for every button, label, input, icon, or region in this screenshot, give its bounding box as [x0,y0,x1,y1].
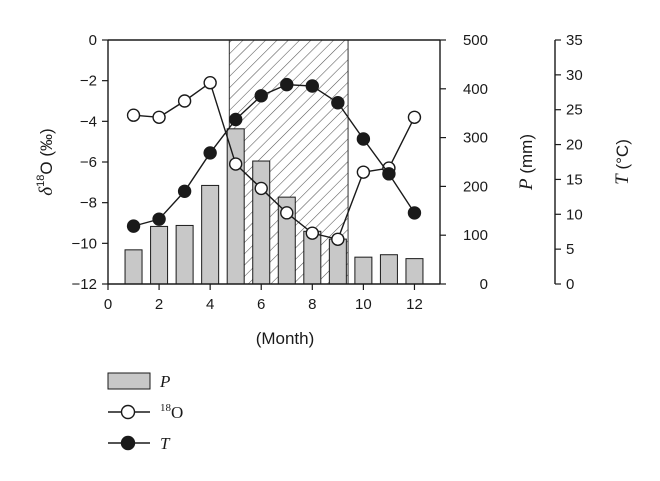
x-tick-label: 0 [104,296,112,313]
y-temp-tick-label: 20 [566,137,583,154]
y-precip-tick-label: 400 [463,81,488,98]
y-temp-tick-label: 10 [566,206,583,223]
y-temp-tick-label: 15 [566,171,583,188]
precip-bar [226,128,245,285]
legend: P 18O T [107,372,183,453]
precip-bar [201,184,220,285]
y-axis-label-precip-var: P [516,178,537,191]
legend-entry-p: P [107,372,170,391]
y-precip-tick-label: 100 [463,227,488,244]
y-precip-tick-label: 500 [463,32,488,49]
y-temp-tick-label: 0 [566,276,574,293]
precipitation-bars [124,128,424,285]
point-18o [177,94,192,108]
point-t [126,219,141,233]
y-axis-label-d18o: δ18O (‰) [35,128,57,195]
point-18o [407,110,422,124]
y-axis-label-d18o-rest: O (‰) [37,128,56,174]
y-axis-label-temp-unit: (°C) [613,139,632,174]
point-t [280,77,294,92]
point-t [382,167,396,181]
y-temp-tick-label: 25 [566,102,583,119]
point-t [228,112,243,127]
precip-bar [405,258,424,285]
legend-marker-open-circle [120,404,136,420]
y-left-tick-label: −8 [80,195,97,212]
point-18o [203,75,217,90]
x-tick-label: 6 [257,296,265,313]
y-left-tick-label: −12 [72,276,97,293]
y-axis-label-precip-unit: (mm) [517,134,536,178]
y-axis-label-d18o-sup: 18 [35,175,47,187]
legend-label-18o: 18O [160,402,183,422]
y-precip-tick-label: 200 [463,178,488,195]
y-left-tick-label: −4 [80,113,97,130]
precip-bar [124,249,143,285]
point-t [203,146,217,160]
precip-bar [354,256,373,285]
y-left-tick-label: −6 [80,154,97,171]
point-t [254,89,268,103]
point-18o [228,157,243,171]
point-t [305,79,320,93]
x-tick-label: 8 [308,296,316,313]
point-18o [254,181,268,196]
precip-bar [379,254,398,285]
point-18o [356,165,371,179]
point-18o [280,206,294,220]
point-t [331,96,345,110]
x-tick-label: 10 [355,296,372,313]
y-axis-label-temp: T (°C) [612,139,633,185]
y-axis-label-temp-var: T [612,173,633,185]
precip-bar [175,224,194,285]
point-18o [305,226,320,240]
legend-swatch-bar [107,372,151,390]
legend-entry-18o: 18O [108,402,183,422]
y-temp-tick-label: 35 [566,32,583,49]
point-t [356,132,371,146]
legend-label-18o-sup: 18 [160,402,172,414]
y-precip-tick-label: 300 [463,130,488,147]
y-axis-label-precip: P (mm) [516,134,537,191]
point-18o [152,110,166,124]
y-temp-tick-label: 30 [566,67,583,84]
y-left-tick-label: 0 [89,32,97,49]
legend-marker-filled-circle [120,435,136,451]
precip-bar [150,225,169,285]
point-t [177,184,192,198]
x-tick-label: 4 [206,296,214,313]
y-left-tick-label: −10 [72,235,97,252]
point-t [152,212,166,226]
legend-entry-t: T [108,434,171,453]
x-tick-label: 12 [406,296,423,313]
y-temp-tick-label: 5 [566,241,574,258]
series-lines [126,75,422,246]
point-18o [126,108,141,122]
legend-label-18o-base: O [171,403,183,422]
y-left-tick-label: −2 [80,73,97,90]
x-tick-label: 2 [155,296,163,313]
point-t [407,206,422,220]
y-precip-tick-label: 0 [480,276,488,293]
legend-label-p: P [159,372,170,391]
x-axis-label: (Month) [256,329,315,348]
axes: 0 2 4 6 8 10 120−2−4−6−8−10−12 0100200300400500… [72,32,583,313]
legend-label-t: T [160,434,171,453]
precip-bar [252,160,271,285]
y-axis-label-d18o-delta: δ [36,186,57,196]
point-18o [331,232,345,246]
